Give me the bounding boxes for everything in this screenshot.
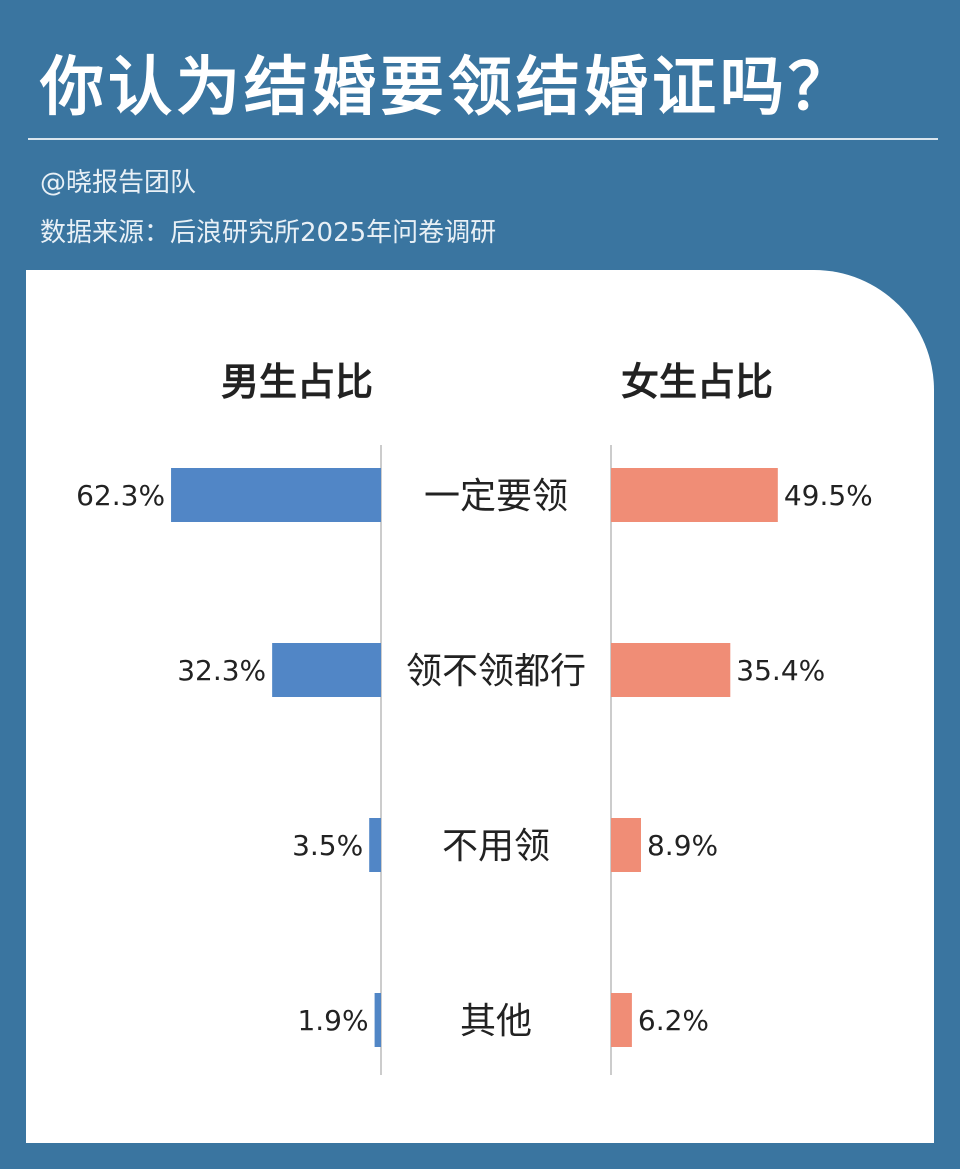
- male-series-heading: 男生占比: [221, 360, 373, 404]
- chart-card: [26, 270, 934, 1143]
- female-series-heading: 女生占比: [621, 360, 773, 404]
- female-value-label-1: 35.4%: [736, 654, 825, 687]
- data-source: 数据来源：后浪研究所2025年问卷调研: [40, 218, 497, 248]
- female-value-label-0: 49.5%: [784, 479, 873, 512]
- category-label-3: 其他: [460, 1001, 532, 1042]
- category-label-2: 不用领: [442, 826, 550, 867]
- female-value-label-2: 8.9%: [647, 829, 718, 862]
- female-bar-2: [611, 818, 641, 872]
- male-value-label-2: 3.5%: [292, 829, 363, 862]
- male-value-label-1: 32.3%: [177, 654, 266, 687]
- male-bar-0: [171, 468, 381, 522]
- male-bar-2: [369, 818, 381, 872]
- category-label-1: 领不领都行: [406, 651, 586, 692]
- title-divider: [28, 138, 938, 140]
- female-value-label-3: 6.2%: [638, 1004, 709, 1037]
- male-bar-3: [374, 993, 381, 1047]
- female-bar-3: [611, 993, 632, 1047]
- category-label-0: 一定要领: [424, 476, 568, 517]
- female-bar-0: [611, 468, 778, 522]
- male-value-label-3: 1.9%: [297, 1004, 368, 1037]
- page-title: 你认为结婚要领结婚证吗？: [40, 51, 856, 125]
- male-bar-1: [272, 643, 381, 697]
- female-bar-1: [611, 643, 731, 697]
- author-credit: @晓报告团队: [40, 168, 197, 198]
- male-value-label-0: 62.3%: [76, 479, 165, 512]
